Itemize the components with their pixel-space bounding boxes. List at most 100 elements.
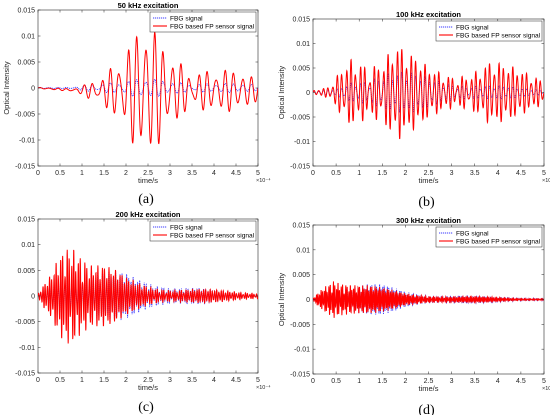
y-tick-label: 0.015	[17, 8, 35, 15]
x-tick-label: 2	[124, 377, 128, 384]
series-line-fp-sensor-signal	[313, 281, 544, 318]
x-exponent-label: ×10⁻⁴	[256, 177, 271, 184]
y-tick-label: -0.015	[290, 372, 310, 379]
x-tick-label: 1	[80, 170, 84, 177]
y-tick-label: -0.005	[15, 112, 35, 119]
y-tick-label: 0	[306, 90, 310, 97]
y-axis-label: Optical Intensity	[277, 273, 286, 327]
legend-entry: FBG signal	[170, 15, 203, 22]
x-tick-label: 4.5	[231, 170, 241, 177]
legend-box	[435, 226, 543, 248]
legend-entry: FBG signal	[456, 230, 489, 237]
x-exponent-label: ×10⁻⁴	[256, 384, 271, 391]
x-tick-label: 1.5	[99, 170, 109, 177]
legend-entry: FBG based FP sensor signal	[456, 238, 541, 245]
x-tick-label: 2	[403, 378, 407, 385]
x-tick-label: 2.5	[424, 378, 434, 385]
x-tick-label: 0	[311, 378, 315, 385]
chart-panel-0: 0 0.5 1 1.5 2 2.5 3 3.5 4 4.5 50.0150.010.0050-0.0…	[2, 1, 271, 207]
y-tick-label: 0.01	[21, 34, 35, 41]
x-tick-label: 5	[542, 378, 546, 385]
y-tick-label: 0.015	[17, 217, 35, 224]
y-tick-label: -0.015	[15, 164, 35, 171]
y-tick-label: 0.005	[17, 268, 35, 275]
y-tick-label: -0.01	[19, 138, 35, 145]
legend-entry: FBG signal	[170, 224, 203, 231]
y-tick-label: 0.01	[296, 41, 310, 48]
x-tick-label: 5	[256, 377, 260, 384]
y-axis-label: Optical Intensity	[277, 66, 286, 120]
y-tick-label: -0.015	[290, 164, 310, 171]
x-tick-label: 3.5	[187, 377, 197, 384]
x-axis-label: time/s	[418, 176, 438, 185]
chart-title: 50 kHz excitation	[118, 1, 179, 10]
y-tick-label: -0.01	[294, 139, 310, 146]
x-tick-label: 2.5	[424, 170, 434, 177]
x-tick-label: 3.5	[470, 378, 480, 385]
x-tick-label: 4	[212, 377, 216, 384]
chart-panel-2: 0 0.5 1 1.5 2 2.5 3 3.5 4 4.5 50.0150.010.0050-0.0…	[15, 210, 271, 415]
x-tick-label: 4	[212, 170, 216, 177]
chart-title: 300 kHz excitation	[396, 216, 461, 225]
x-tick-label: 0	[36, 170, 40, 177]
chart-panel-1: 0 0.5 1 1.5 2 2.5 3 3.5 4 4.5 50.0150.010.0050-0.0…	[277, 10, 550, 210]
y-tick-label: -0.005	[290, 115, 310, 122]
x-tick-label: 5	[256, 170, 260, 177]
x-tick-label: 3	[450, 378, 454, 385]
x-tick-label: 4	[496, 378, 500, 385]
y-axis-label: Optical Intensity	[2, 61, 11, 115]
x-tick-label: 4.5	[516, 378, 526, 385]
panel-caption: (c)	[138, 400, 154, 415]
x-tick-label: 3	[168, 170, 172, 177]
legend-box	[149, 220, 257, 242]
y-tick-label: 0.01	[296, 247, 310, 254]
x-tick-label: 0.5	[331, 378, 341, 385]
x-tick-label: 4.5	[516, 170, 526, 177]
x-axis-label: time/s	[418, 384, 438, 393]
x-tick-label: 1	[357, 170, 361, 177]
chart-panel-3: 0 0.5 1 1.5 2 2.5 3 3.5 4 4.5 50.0150.010.0050-0.0…	[277, 216, 550, 415]
legend-entry: FBG based FP sensor signal	[170, 23, 255, 30]
x-tick-label: 0.5	[331, 170, 341, 177]
y-tick-label: -0.01	[19, 345, 35, 352]
x-tick-label: 5	[542, 170, 546, 177]
y-tick-label: 0	[306, 297, 310, 304]
x-tick-label: 4.5	[231, 377, 241, 384]
x-tick-label: 0.5	[55, 170, 65, 177]
y-tick-label: 0.005	[292, 272, 310, 279]
y-tick-label: -0.005	[15, 319, 35, 326]
x-tick-label: 2.5	[143, 170, 153, 177]
panel-caption: (d)	[418, 403, 435, 415]
y-tick-label: -0.005	[290, 322, 310, 329]
x-tick-label: 0	[36, 377, 40, 384]
y-tick-label: -0.01	[294, 347, 310, 354]
x-tick-label: 2	[124, 170, 128, 177]
x-tick-label: 0	[311, 170, 315, 177]
x-tick-label: 2.5	[143, 377, 153, 384]
x-tick-label: 1.5	[99, 377, 109, 384]
x-tick-label: 3.5	[187, 170, 197, 177]
legend-box	[149, 11, 257, 33]
series-line-fp-sensor-signal	[38, 249, 258, 344]
x-tick-label: 1.5	[377, 170, 387, 177]
x-exponent-label: ×10⁻⁴	[542, 177, 550, 184]
chart-title: 200 kHz excitation	[115, 210, 180, 219]
y-tick-label: 0	[31, 294, 35, 301]
legend-entry: FBG based FP sensor signal	[170, 232, 255, 239]
legend-box	[435, 20, 543, 42]
x-tick-label: 0.5	[55, 377, 65, 384]
y-tick-label: 0.005	[292, 66, 310, 73]
legend-entry: FBG based FP sensor signal	[456, 32, 541, 39]
x-tick-label: 4	[496, 170, 500, 177]
series-line-fp-sensor-signal	[313, 49, 544, 140]
chart-title: 100 kHz excitation	[396, 10, 461, 19]
panel-caption: (a)	[138, 192, 154, 207]
y-tick-label: 0.01	[21, 242, 35, 249]
panel-caption: (b)	[418, 195, 435, 210]
x-tick-label: 1	[357, 378, 361, 385]
y-tick-label: 0.015	[292, 17, 310, 24]
x-tick-label: 1	[80, 377, 84, 384]
y-tick-label: 0.015	[292, 223, 310, 230]
x-tick-label: 3.5	[470, 170, 480, 177]
